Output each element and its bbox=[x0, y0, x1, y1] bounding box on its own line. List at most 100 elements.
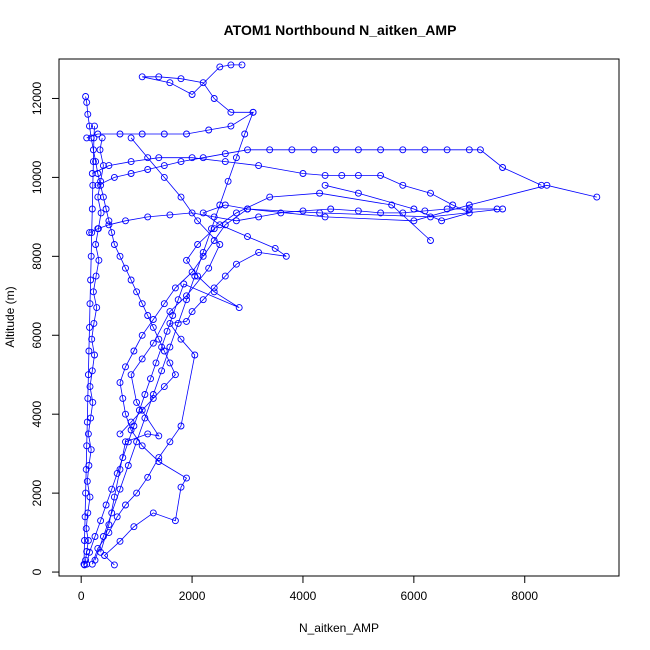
data-point bbox=[160, 300, 168, 308]
data-point bbox=[377, 171, 385, 179]
data-point bbox=[183, 296, 190, 304]
data-point bbox=[238, 61, 246, 69]
data-point bbox=[138, 300, 146, 308]
data-point bbox=[354, 207, 362, 215]
data-point bbox=[465, 205, 473, 213]
data-point bbox=[166, 211, 174, 219]
data-point bbox=[171, 371, 179, 379]
data-point bbox=[216, 63, 224, 71]
data-point bbox=[183, 317, 190, 325]
data-point bbox=[299, 207, 307, 215]
data-point bbox=[83, 560, 91, 568]
data-point bbox=[86, 323, 93, 331]
series-line bbox=[86, 192, 431, 565]
data-point bbox=[144, 473, 152, 481]
data-point bbox=[149, 323, 157, 331]
data-point bbox=[232, 260, 240, 268]
data-point bbox=[130, 347, 138, 355]
data-point bbox=[138, 73, 146, 81]
data-point bbox=[97, 209, 105, 217]
data-point bbox=[235, 304, 243, 312]
data-point bbox=[232, 209, 240, 217]
data-point bbox=[98, 134, 106, 142]
data-point bbox=[89, 398, 97, 406]
data-point bbox=[89, 181, 97, 189]
data-point bbox=[199, 154, 207, 162]
data-point bbox=[94, 170, 102, 177]
data-point bbox=[96, 146, 104, 154]
data-point bbox=[321, 171, 329, 179]
data-point bbox=[177, 483, 185, 491]
data-point bbox=[88, 205, 96, 213]
data-point bbox=[199, 79, 207, 87]
data-point bbox=[427, 237, 434, 244]
data-point bbox=[205, 264, 213, 272]
data-point bbox=[399, 181, 407, 189]
data-point bbox=[85, 347, 93, 355]
data-point bbox=[354, 189, 362, 197]
data-point bbox=[410, 217, 418, 225]
data-point bbox=[163, 327, 171, 335]
data-point bbox=[288, 146, 296, 154]
data-point bbox=[105, 217, 113, 225]
data-point bbox=[249, 108, 257, 116]
data-point bbox=[427, 213, 434, 221]
data-point bbox=[227, 122, 235, 130]
x-tick-label: 0 bbox=[78, 589, 85, 603]
data-point bbox=[82, 556, 90, 564]
data-point bbox=[199, 209, 207, 217]
data-point bbox=[208, 225, 215, 233]
series-layer bbox=[80, 61, 601, 569]
data-point bbox=[166, 79, 174, 87]
data-point bbox=[138, 130, 146, 138]
data-point bbox=[277, 209, 285, 217]
data-point bbox=[183, 474, 190, 482]
y-tick-label: 10000 bbox=[30, 160, 44, 194]
data-point bbox=[155, 73, 163, 81]
data-point bbox=[144, 312, 152, 319]
data-series bbox=[101, 181, 601, 569]
data-point bbox=[183, 292, 190, 300]
data-point bbox=[133, 438, 141, 446]
data-point bbox=[476, 146, 484, 154]
data-point bbox=[266, 146, 274, 154]
data-point bbox=[82, 525, 90, 533]
data-point bbox=[122, 438, 129, 446]
data-point bbox=[97, 517, 105, 525]
data-point bbox=[244, 233, 251, 241]
data-point bbox=[191, 351, 199, 359]
data-point bbox=[493, 205, 501, 213]
data-point bbox=[227, 61, 235, 69]
data-point bbox=[90, 134, 98, 142]
data-point bbox=[116, 379, 124, 387]
data-point bbox=[166, 438, 174, 446]
data-point bbox=[271, 244, 279, 252]
data-point bbox=[86, 229, 93, 237]
data-point bbox=[90, 319, 98, 327]
data-point bbox=[232, 217, 240, 225]
data-point bbox=[155, 154, 163, 162]
data-point bbox=[174, 319, 182, 327]
data-point bbox=[116, 537, 124, 545]
data-point bbox=[138, 331, 146, 339]
data-point bbox=[266, 193, 274, 201]
data-series bbox=[91, 108, 257, 564]
data-point bbox=[183, 256, 190, 264]
data-point bbox=[155, 432, 163, 440]
data-point bbox=[210, 284, 218, 292]
data-point bbox=[84, 537, 92, 544]
data-point bbox=[105, 529, 113, 537]
data-point bbox=[199, 248, 207, 256]
data-point bbox=[152, 359, 160, 367]
data-point bbox=[188, 91, 196, 98]
data-point bbox=[102, 205, 110, 213]
data-point bbox=[127, 158, 135, 166]
data-point bbox=[224, 177, 232, 185]
data-point bbox=[537, 181, 545, 189]
data-point bbox=[144, 166, 152, 173]
data-point bbox=[108, 485, 116, 493]
data-point bbox=[83, 477, 91, 485]
data-point bbox=[138, 406, 146, 414]
data-point bbox=[83, 418, 91, 426]
